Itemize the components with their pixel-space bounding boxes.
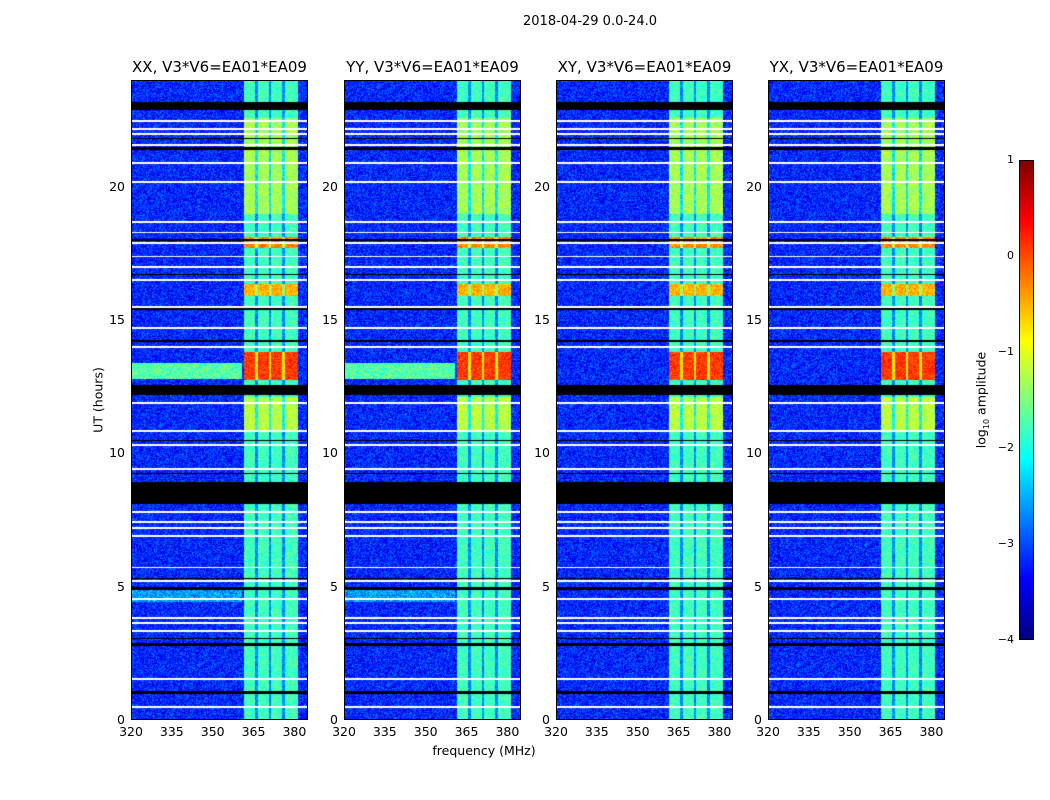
y-tick-label: 20: [746, 178, 762, 194]
x-tick-label: 335: [584, 724, 609, 739]
x-tick-label: 380: [919, 724, 944, 739]
x-tick-label: 380: [495, 724, 520, 739]
y-tick-label: 0: [117, 712, 125, 727]
y-axis-label: UT (hours): [90, 367, 106, 433]
x-tick-label: 320: [756, 724, 780, 739]
x-tick-label: 335: [372, 724, 397, 739]
x-tick-label: 335: [159, 724, 184, 739]
y-tick-label: 15: [746, 312, 762, 327]
y-tick-label: 20: [322, 178, 338, 194]
panel-title: YX, V3*V6=EA01*EA09: [769, 58, 944, 76]
figure-title: 2018-04-29 0.0-24.0: [523, 14, 657, 29]
spectrogram-panel: [556, 80, 733, 720]
x-tick-label: 350: [413, 724, 438, 739]
x-tick-label: 350: [200, 724, 225, 739]
x-tick-label: 365: [878, 724, 903, 739]
spectrogram-image: [345, 81, 520, 719]
x-tick-label: 380: [282, 724, 307, 739]
y-tick-label: 10: [746, 445, 762, 461]
x-tick-label: 335: [796, 724, 821, 739]
spectrogram-panel: [768, 80, 945, 720]
y-tick-label: 0: [754, 712, 762, 727]
x-tick-label: 350: [625, 724, 650, 739]
panel-title: XX, V3*V6=EA01*EA09: [132, 58, 307, 76]
spectrogram-panel: [344, 80, 521, 720]
y-tick-label: 10: [534, 445, 550, 461]
colorbar-tick-label: −1: [997, 345, 1014, 358]
colorbar-tick-label: 1: [1007, 153, 1014, 166]
y-tick-label: 20: [534, 178, 550, 194]
x-axis-label: frequency (MHz): [432, 743, 536, 758]
y-tick-label: 15: [534, 312, 550, 327]
spectrogram-panel: [131, 80, 308, 720]
x-tick-label: 365: [454, 724, 479, 739]
colorbar-tick-label: −4: [997, 633, 1014, 646]
colorbar-tick-label: −3: [997, 537, 1014, 550]
y-tick-label: 10: [109, 445, 125, 461]
colorbar-tick-label: −2: [997, 441, 1014, 454]
colorbar-label-rest: amplitude: [973, 351, 989, 419]
y-tick-label: 0: [542, 712, 550, 727]
x-tick-label: 365: [241, 724, 266, 739]
y-tick-label: 20: [109, 178, 125, 194]
spectrogram-image: [132, 81, 307, 719]
colorbar-label: log10 amplitude: [973, 352, 991, 448]
colorbar-label-sub: 10: [981, 418, 991, 430]
y-tick-label: 15: [109, 312, 125, 327]
x-tick-label: 320: [544, 724, 568, 739]
panel-title: YY, V3*V6=EA01*EA09: [346, 58, 519, 76]
colorbar-tick-label: 0: [1007, 249, 1014, 262]
x-tick-label: 380: [707, 724, 732, 739]
y-tick-label: 0: [330, 712, 338, 727]
colorbar: [1019, 160, 1034, 640]
x-tick-label: 350: [837, 724, 862, 739]
spectrogram-image: [769, 81, 944, 719]
spectrogram-image: [557, 81, 732, 719]
x-tick-label: 320: [332, 724, 356, 739]
y-tick-label: 5: [754, 578, 762, 594]
y-tick-label: 15: [322, 312, 338, 327]
y-tick-label: 5: [117, 578, 125, 594]
x-tick-label: 365: [666, 724, 691, 739]
x-tick-label: 320: [119, 724, 143, 739]
y-tick-label: 5: [542, 578, 550, 594]
y-tick-label: 10: [322, 445, 338, 461]
y-tick-label: 5: [330, 578, 338, 594]
panel-title: XY, V3*V6=EA01*EA09: [557, 58, 732, 76]
